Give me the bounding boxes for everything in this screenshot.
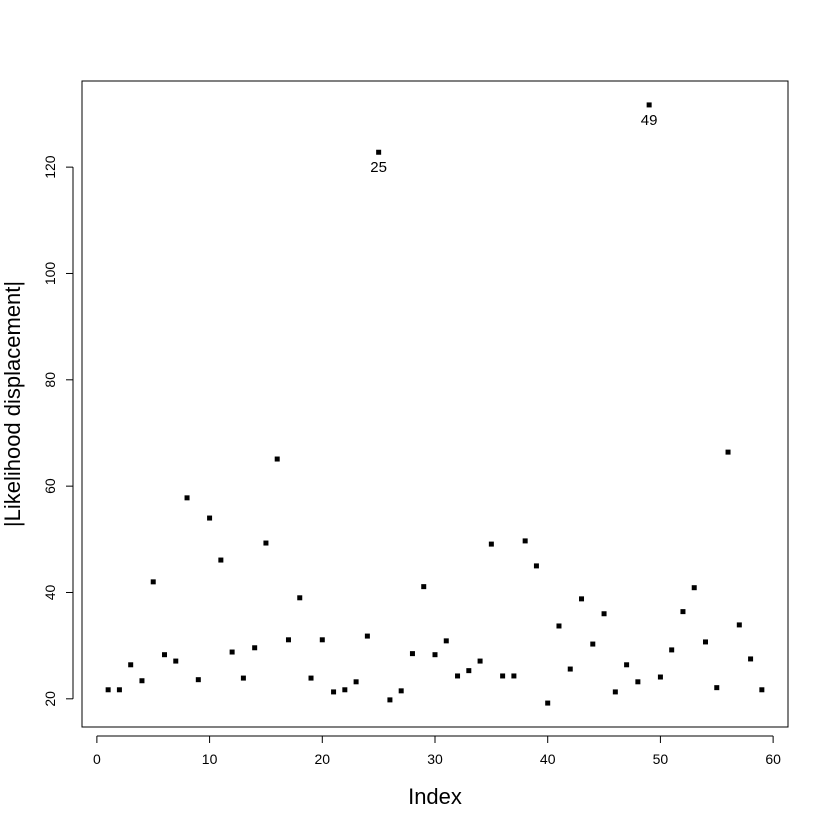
point xyxy=(736,622,742,628)
point xyxy=(207,515,213,521)
point xyxy=(184,495,190,501)
point xyxy=(263,540,269,546)
point xyxy=(398,688,404,694)
point-label: 25 xyxy=(370,159,387,176)
point xyxy=(680,609,686,615)
x-tick-label: 0 xyxy=(93,751,101,767)
point xyxy=(274,456,280,462)
point xyxy=(657,674,663,680)
point xyxy=(714,685,720,691)
point xyxy=(432,652,438,658)
point xyxy=(173,658,179,664)
point xyxy=(488,541,494,547)
y-tick-label: 20 xyxy=(42,691,58,707)
x-tick-label: 30 xyxy=(427,751,443,767)
point xyxy=(612,689,618,695)
point xyxy=(702,639,708,645)
point xyxy=(567,666,573,672)
x-axis-label: Index xyxy=(408,784,462,809)
point xyxy=(353,679,359,685)
plot-frame xyxy=(81,80,789,728)
x-tick-label: 60 xyxy=(765,751,781,767)
y-axis-label: |Likelihood displacement| xyxy=(0,281,25,527)
point xyxy=(669,647,675,653)
point xyxy=(511,673,517,679)
point xyxy=(421,584,427,590)
x-tick-label: 20 xyxy=(315,751,331,767)
point xyxy=(748,656,754,662)
point xyxy=(387,697,393,703)
point xyxy=(297,595,303,601)
point xyxy=(601,611,607,617)
point xyxy=(409,651,415,657)
point xyxy=(364,633,370,639)
point xyxy=(590,641,596,647)
point xyxy=(308,675,314,681)
point xyxy=(500,673,506,679)
point xyxy=(240,675,246,681)
point xyxy=(759,687,765,693)
point xyxy=(533,563,539,569)
point xyxy=(466,668,472,674)
point xyxy=(443,638,449,644)
y-tick-label: 60 xyxy=(42,478,58,494)
point xyxy=(218,557,224,563)
x-tick-label: 50 xyxy=(653,751,669,767)
point xyxy=(579,596,585,602)
point xyxy=(376,149,382,155)
point xyxy=(319,637,325,643)
point-label: 49 xyxy=(641,112,658,129)
point xyxy=(285,637,291,643)
point xyxy=(455,673,461,679)
point xyxy=(229,649,235,655)
y-tick-label: 40 xyxy=(42,584,58,600)
y-tick-label: 100 xyxy=(42,262,58,286)
point xyxy=(105,687,111,693)
point xyxy=(342,687,348,693)
point xyxy=(150,579,156,585)
point xyxy=(522,538,528,544)
point xyxy=(691,585,697,591)
point xyxy=(477,658,483,664)
x-tick-label: 10 xyxy=(202,751,218,767)
point xyxy=(116,687,122,693)
x-tick-label: 40 xyxy=(540,751,556,767)
point xyxy=(162,652,168,658)
point xyxy=(635,679,641,685)
point xyxy=(195,677,201,683)
point xyxy=(725,449,731,455)
point xyxy=(252,645,258,651)
point xyxy=(331,689,337,695)
y-tick-label: 120 xyxy=(42,155,58,179)
point xyxy=(128,662,134,668)
point xyxy=(646,102,652,108)
point xyxy=(139,678,145,684)
point xyxy=(624,662,630,668)
point xyxy=(556,623,562,629)
point xyxy=(545,700,551,706)
y-tick-label: 80 xyxy=(42,372,58,388)
